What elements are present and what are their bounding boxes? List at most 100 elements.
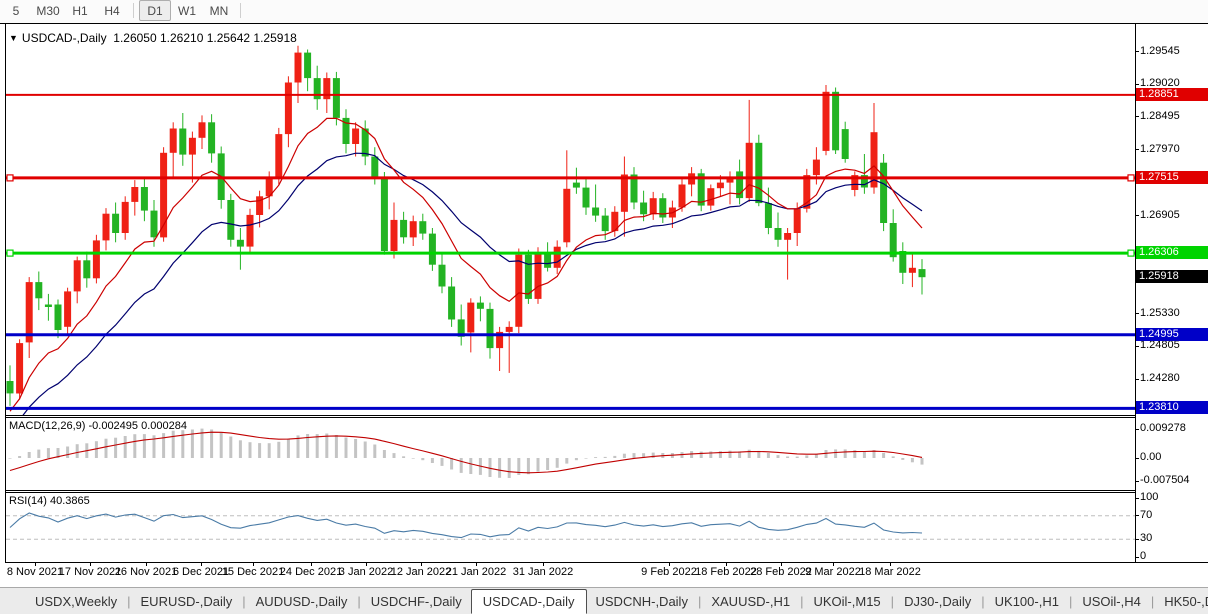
date-tick-label: 26 Nov 2021 xyxy=(114,566,178,578)
price-level-label-support-blue: 1.24995 xyxy=(1136,328,1208,341)
tab-dj30-daily[interactable]: DJ30-,Daily xyxy=(904,593,972,609)
tab-separator: | xyxy=(890,593,895,609)
candle-bull xyxy=(102,213,110,241)
candle-bull xyxy=(265,178,273,197)
tab-eurusd-daily[interactable]: EURUSD-,Daily xyxy=(140,593,233,609)
macd-axis-label: 0.009278 xyxy=(1140,422,1186,434)
candle-bull xyxy=(611,211,619,232)
candle-bull xyxy=(131,187,139,202)
candle-bear xyxy=(140,187,148,211)
hline-handle[interactable] xyxy=(1127,249,1135,257)
candle-bear xyxy=(83,260,91,279)
candle-bull xyxy=(851,175,859,190)
timeframe-button-mn[interactable]: MN xyxy=(209,4,229,18)
candle-bull xyxy=(16,343,24,394)
macd-histogram-bar xyxy=(517,458,521,475)
macd-histogram-bar xyxy=(709,451,713,458)
chart-dropdown-icon[interactable]: ▼ xyxy=(9,33,18,43)
macd-histogram-bar xyxy=(18,456,22,458)
candle-bull xyxy=(812,159,820,176)
tab-hk50-daily[interactable]: HK50-,Daily xyxy=(1164,593,1208,609)
tab-audusd-daily[interactable]: AUDUSD-,Daily xyxy=(255,593,348,609)
rsi-panel[interactable] xyxy=(6,492,1135,562)
candle-bull xyxy=(92,240,100,279)
date-tick-mark xyxy=(253,563,254,566)
date-tick-mark xyxy=(146,563,147,566)
candle-bear xyxy=(659,198,667,218)
candle-bear xyxy=(476,302,484,309)
macd-histogram-bar xyxy=(690,451,694,458)
price-tick-label: 1.28495 xyxy=(1140,110,1180,122)
candle-bull xyxy=(121,201,129,233)
price-tick-mark xyxy=(1135,84,1139,85)
tab-xauusd-h1[interactable]: XAUUSD-,H1 xyxy=(711,593,791,609)
macd-histogram-bar xyxy=(776,455,780,458)
tab-separator: | xyxy=(127,593,131,609)
macd-histogram-bar xyxy=(910,458,914,463)
candle-bear xyxy=(342,117,350,144)
tab-usdx-weekly[interactable]: USDX,Weekly xyxy=(35,593,118,609)
rsi-axis-label: 70 xyxy=(1140,509,1153,521)
candle-bull xyxy=(515,254,523,327)
price-level-label-support-lower: 1.23810 xyxy=(1136,401,1208,414)
macd-histogram-bar xyxy=(594,457,598,458)
macd-histogram-bar xyxy=(411,458,415,459)
candle-bull xyxy=(188,137,196,155)
macd-histogram-bar xyxy=(66,446,70,458)
candle-bull xyxy=(409,221,417,238)
price-chart[interactable] xyxy=(6,24,1135,415)
candle-bear xyxy=(880,162,888,223)
rsi-tick-mark xyxy=(1135,498,1139,499)
price-tick-mark xyxy=(1135,116,1139,117)
tab-usoil-h4[interactable]: USOil-,H4 xyxy=(1082,593,1141,609)
rsi-tick-mark xyxy=(1135,539,1139,540)
timeframe-button-5[interactable]: 5 xyxy=(12,4,20,18)
candle-bear xyxy=(313,78,321,100)
macd-signal-line xyxy=(9,431,923,474)
macd-histogram-bar xyxy=(814,453,818,458)
macd-values: -0.002495 0.000284 xyxy=(88,420,187,432)
timeframe-button-d1[interactable]: D1 xyxy=(139,0,171,21)
candle-bear xyxy=(832,91,840,151)
tab-separator: | xyxy=(981,593,985,609)
date-tick-label: 12 Jan 2022 xyxy=(390,566,452,578)
macd-histogram-bar xyxy=(219,432,223,458)
candle-bear xyxy=(774,228,782,240)
timeframe-button-m30[interactable]: M30 xyxy=(36,4,60,18)
hline-handle[interactable] xyxy=(6,249,14,257)
price-tick-mark xyxy=(1135,149,1139,150)
tab-usdcad-daily[interactable]: USDCAD-,Daily xyxy=(470,588,587,614)
tab-usdcnh-daily[interactable]: USDCNH-,Daily xyxy=(595,593,688,609)
macd-histogram-bar xyxy=(536,458,540,472)
candle-bull xyxy=(160,152,168,238)
macd-histogram-bar xyxy=(373,444,377,458)
candle-bear xyxy=(630,174,638,203)
macd-panel[interactable] xyxy=(6,417,1135,490)
price-tick-label: 1.25330 xyxy=(1140,307,1180,319)
hline-handle[interactable] xyxy=(6,174,14,182)
chart-frame-top xyxy=(0,23,1208,24)
timeframe-button-h4[interactable]: H4 xyxy=(104,4,120,18)
timeframe-button-w1[interactable]: W1 xyxy=(178,4,196,18)
date-tick-mark xyxy=(366,563,367,566)
candle-bear xyxy=(400,219,408,238)
date-tick-label: 24 Dec 2021 xyxy=(279,566,343,578)
tab-usdchf-daily[interactable]: USDCHF-,Daily xyxy=(370,593,462,609)
macd-histogram-bar xyxy=(584,458,588,459)
tab-uk100-h1[interactable]: UK100-,H1 xyxy=(994,593,1059,609)
macd-histogram-bar xyxy=(37,449,41,458)
candle-bull xyxy=(822,91,830,151)
toolbar-separator xyxy=(133,3,134,19)
candle-bull xyxy=(73,260,81,292)
timeframe-button-h1[interactable]: H1 xyxy=(72,4,88,18)
rsi-label: RSI(14) 40.3865 xyxy=(9,495,90,507)
tab-ukoil-m15[interactable]: UKOil-,M15 xyxy=(813,593,881,609)
candle-bear xyxy=(54,304,62,330)
macd-histogram-bar xyxy=(699,451,703,458)
hline-handle[interactable] xyxy=(1127,174,1135,182)
macd-histogram-bar xyxy=(498,458,502,478)
rsi-name: RSI(14) xyxy=(9,495,47,507)
timeframe-toolbar: 5 M30 H1 H4 D1 W1 MN xyxy=(0,0,1208,23)
macd-histogram-bar xyxy=(238,440,242,458)
toolbar-separator xyxy=(240,3,241,19)
